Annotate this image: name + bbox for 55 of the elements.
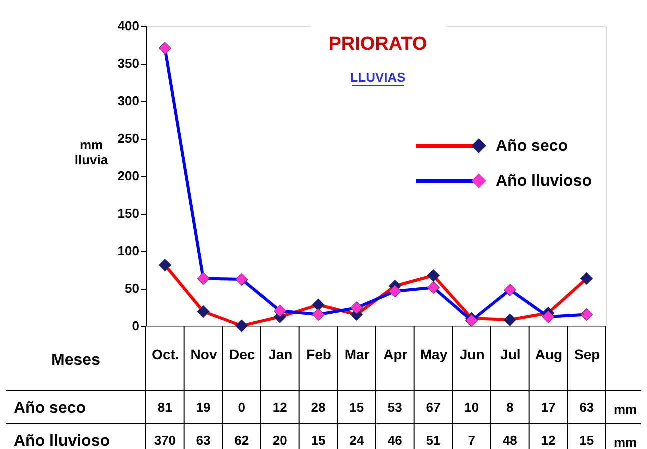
text: LLUVIAS [350,70,406,85]
y-tick-label: 250 [118,131,140,146]
data-label: 17 [541,400,556,415]
y-tick-label: 100 [118,244,140,258]
y-tick-label: 0 [132,318,140,334]
data-label: 15 [580,433,594,448]
data-label: 62 [234,433,250,448]
y-tick-label: 150 [118,206,140,221]
y-tick-label: 350 [118,56,140,71]
text: Año lluvioso [14,433,110,449]
y-tick-label: 400 [118,18,140,34]
data-label: 46 [388,433,402,448]
x-tick-label: Aug [535,346,563,362]
x-tick-label: Sep [574,346,600,362]
x-tick-label: Mar [344,346,370,362]
data-label: 370 [154,433,176,448]
data-label: 12 [541,433,556,448]
x-tick-label: May [420,346,448,362]
data-label: 24 [350,433,365,448]
data-label: 10 [464,400,480,415]
x-tick-label: Feb [306,346,332,362]
data-label: 63 [580,400,594,415]
data-label: 81 [158,400,172,415]
y-tick-label: 200 [118,168,140,184]
y-tick-label: 50 [125,281,140,296]
data-label: 53 [388,400,402,415]
data-label: 51 [426,433,441,448]
data-label: 28 [311,400,326,415]
x-tick-label: Jul [500,346,521,362]
text: Año seco [14,400,86,417]
y-axis-title: mm lluvia [74,138,109,168]
data-label: 8 [506,400,514,415]
chart-title: PRIORATO [328,34,428,55]
data-label: 67 [426,400,441,415]
x-tick-label: Apr [384,346,408,362]
data-label: 12 [272,400,288,415]
x-tick-label: Jan [268,346,293,362]
data-label: 20 [272,433,288,448]
y-tick-label: 300 [118,94,140,108]
x-tick-label: Jun [460,346,485,362]
x-tick-label: Oct. [152,346,180,362]
text: mm [614,402,638,417]
legend-label: Año seco [496,138,568,155]
data-label: 15 [311,433,326,448]
legend-label: Año lluvioso [496,173,592,190]
x-tick-label: Nov [190,346,218,362]
data-label: 7 [468,433,476,448]
data-label: 63 [196,433,211,448]
data-label: 15 [350,400,364,415]
text: mm [614,435,638,449]
data-label: 19 [196,400,211,415]
x-axis-title: Meses [52,352,101,369]
data-label: 48 [502,433,518,448]
data-label: 0 [238,400,246,415]
x-tick-label: Dec [229,346,256,362]
